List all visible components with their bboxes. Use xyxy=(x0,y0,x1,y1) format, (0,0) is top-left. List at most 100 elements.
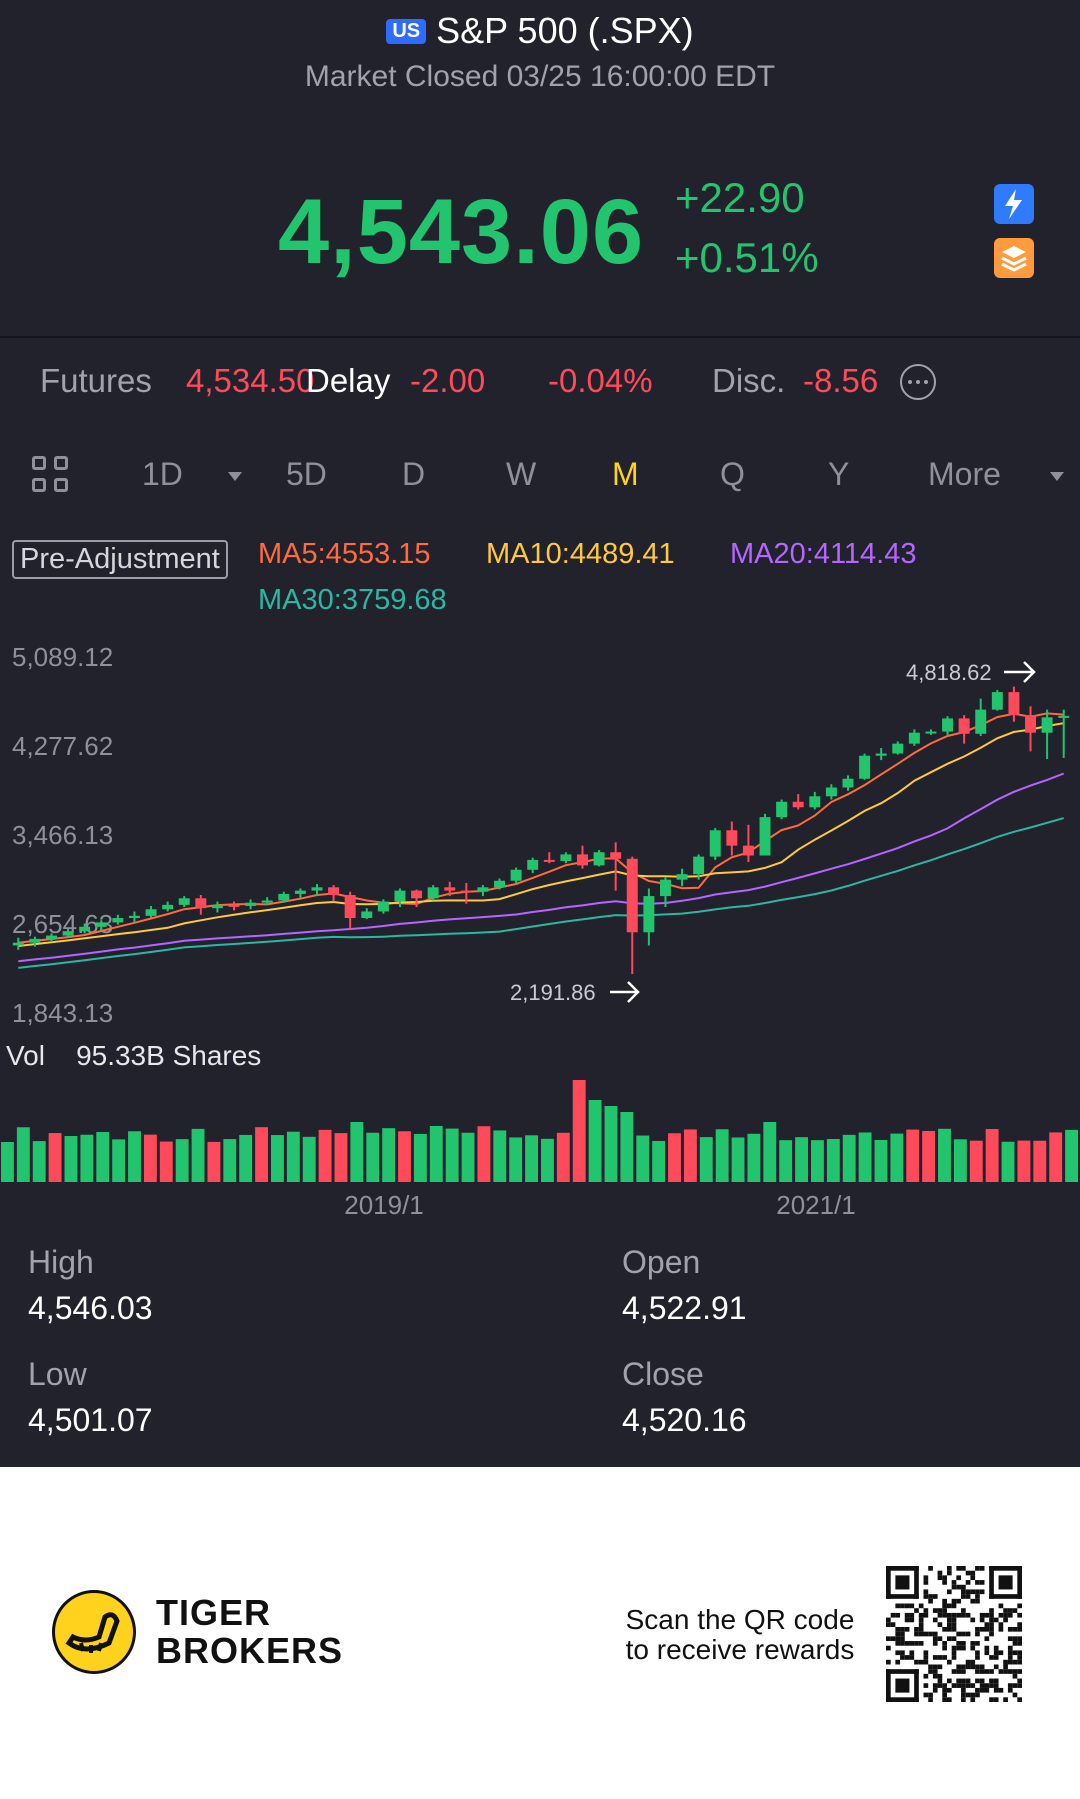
chevron-down-icon[interactable] xyxy=(228,472,242,481)
candle-body xyxy=(361,911,373,919)
open-label: Open xyxy=(622,1244,701,1280)
candle-body xyxy=(311,887,323,891)
volume-header: Vol 95.33B Shares xyxy=(6,1040,261,1072)
candle-body xyxy=(825,787,837,797)
tab-w[interactable]: W xyxy=(506,456,537,492)
scan-text-line2: to receive rewards xyxy=(625,1634,855,1665)
lightning-icon[interactable] xyxy=(994,184,1034,224)
volume-bar xyxy=(525,1135,538,1182)
divider xyxy=(0,336,1080,338)
candle-body xyxy=(693,856,705,875)
volume-bar xyxy=(477,1126,491,1182)
candle-body xyxy=(626,858,638,933)
market-badge: US xyxy=(386,19,427,44)
stock-name: S&P 500 (.SPX) xyxy=(436,10,694,51)
scan-text-line1: Scan the QR code xyxy=(625,1604,855,1635)
tab-5d[interactable]: 5D xyxy=(286,456,327,492)
candle-body xyxy=(510,869,522,881)
ma20-line xyxy=(18,772,1065,963)
volume-bar xyxy=(143,1134,157,1182)
volume-bar xyxy=(1065,1129,1078,1182)
tab-q[interactable]: Q xyxy=(720,456,745,492)
candle-body xyxy=(427,887,439,899)
candle-body xyxy=(776,801,788,818)
volume-bar xyxy=(556,1132,570,1182)
tab-m[interactable]: M xyxy=(612,456,639,492)
volume-bar xyxy=(795,1137,808,1182)
y-tick-label: 3,466.13 xyxy=(12,820,113,850)
candle-body xyxy=(892,743,904,754)
candle-body xyxy=(676,874,688,880)
candle-body xyxy=(228,904,240,907)
candle-body xyxy=(79,926,91,932)
stock-title: US S&P 500 (.SPX) xyxy=(0,10,1080,52)
ma30-line xyxy=(18,817,1064,969)
volume-bar xyxy=(1001,1141,1015,1182)
volume-bar xyxy=(302,1136,316,1182)
arrow-right-icon xyxy=(610,981,640,1003)
tab-1d[interactable]: 1D xyxy=(142,456,183,492)
tab-d[interactable]: D xyxy=(402,456,426,492)
more-options-icon[interactable] xyxy=(900,364,936,400)
volume-bar xyxy=(1049,1132,1063,1182)
market-status: Market Closed 03/25 16:00:00 EDT xyxy=(304,60,776,93)
candle-body xyxy=(460,890,472,893)
candle-body xyxy=(46,935,57,939)
candle-body xyxy=(792,801,804,808)
close-label: Close xyxy=(622,1356,704,1392)
volume-bar xyxy=(445,1128,459,1182)
y-tick-label: 5,089.12 xyxy=(12,642,113,672)
volume-bar xyxy=(779,1140,793,1182)
volume-bar xyxy=(1017,1140,1031,1182)
tab-y[interactable]: Y xyxy=(828,456,850,492)
candle-body xyxy=(162,904,174,910)
price-chart[interactable]: 5,089.124,277.623,466.132,654.631,843.13… xyxy=(0,620,1080,1220)
volume-bar xyxy=(811,1140,824,1182)
candle-body xyxy=(726,830,738,846)
volume-bar xyxy=(286,1131,300,1182)
candle-body xyxy=(1025,715,1036,733)
volume-bar xyxy=(112,1139,126,1182)
volume-bar xyxy=(922,1130,936,1182)
futures-label: Futures xyxy=(40,362,152,399)
candle-body xyxy=(942,718,954,732)
volume-bar xyxy=(731,1137,745,1182)
chevron-down-icon[interactable] xyxy=(1050,472,1064,481)
volume-bar xyxy=(953,1139,967,1182)
volume-bar xyxy=(668,1133,681,1182)
volume-bar xyxy=(842,1134,856,1182)
volume-bar xyxy=(32,1141,46,1182)
volume-bar xyxy=(159,1141,173,1182)
price-change-pct: +0.51% xyxy=(675,234,819,281)
candle-body xyxy=(477,887,489,892)
futures-row[interactable]: Futures 4,534.50 Delay -2.00 -0.04% Disc… xyxy=(0,362,1080,408)
volume-bar xyxy=(906,1129,920,1182)
high-annotation: 4,818.62 xyxy=(906,660,992,685)
app-screen xyxy=(0,0,1080,1467)
volume-bar xyxy=(16,1127,30,1182)
futures-delay: Delay xyxy=(306,362,391,399)
candle-body xyxy=(178,898,190,905)
high-value: 4,546.03 xyxy=(28,1290,153,1326)
volume-bar xyxy=(80,1134,94,1182)
grid-layout-icon[interactable] xyxy=(32,456,72,496)
x-tick-label: 2021/1 xyxy=(776,1190,856,1220)
candle-body xyxy=(29,938,41,943)
volume-bar xyxy=(509,1137,523,1182)
pre-adjustment-toggle[interactable]: Pre-Adjustment xyxy=(12,540,228,579)
candle-body xyxy=(958,718,970,734)
volume-bar xyxy=(493,1130,507,1182)
candle-body xyxy=(1041,717,1053,733)
volume-bar xyxy=(429,1126,443,1182)
volume-bar xyxy=(461,1132,475,1182)
tab-more[interactable]: More xyxy=(928,456,1001,492)
volume-bar xyxy=(382,1128,396,1182)
volume-bar xyxy=(191,1128,205,1182)
discount-value: -8.56 xyxy=(803,362,879,399)
candle-body xyxy=(494,880,505,888)
volume-bar xyxy=(652,1140,666,1182)
stack-analysis-icon[interactable] xyxy=(994,238,1034,278)
volume-bar xyxy=(48,1133,62,1182)
candle-body xyxy=(593,852,605,866)
volume-bar xyxy=(683,1129,697,1182)
